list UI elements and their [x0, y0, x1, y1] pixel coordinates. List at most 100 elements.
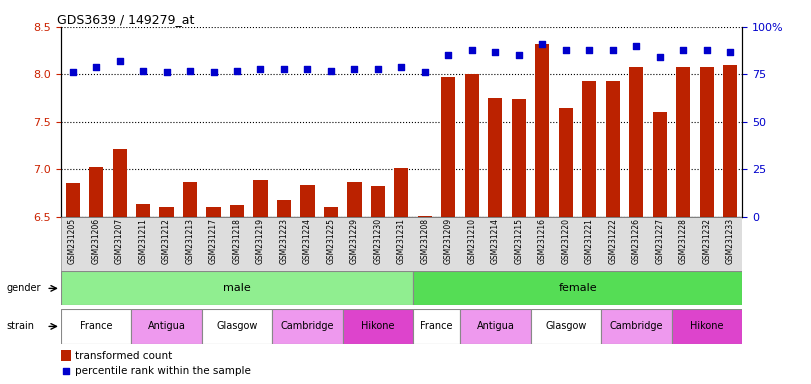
- Point: [348, 66, 361, 72]
- Point: [701, 46, 714, 53]
- Text: GSM231223: GSM231223: [280, 218, 289, 264]
- Point: [677, 46, 690, 53]
- Point: [536, 41, 549, 47]
- Point: [418, 70, 431, 76]
- Bar: [343, 309, 413, 344]
- Point: [254, 66, 267, 72]
- Bar: [61, 309, 131, 344]
- Text: Cambridge: Cambridge: [610, 321, 663, 331]
- Text: strain: strain: [6, 321, 35, 331]
- Text: GSM231215: GSM231215: [514, 218, 523, 264]
- Bar: [230, 205, 244, 217]
- Text: GSM231205: GSM231205: [68, 218, 77, 264]
- Text: female: female: [558, 283, 597, 293]
- Point: [207, 70, 220, 76]
- Bar: [66, 183, 79, 217]
- Text: GSM231233: GSM231233: [726, 218, 735, 264]
- Point: [113, 58, 126, 64]
- Bar: [89, 167, 103, 217]
- Text: Antigua: Antigua: [477, 321, 514, 331]
- Text: GSM231224: GSM231224: [303, 218, 312, 264]
- Text: Hikone: Hikone: [361, 321, 395, 331]
- Text: GSM231220: GSM231220: [561, 218, 570, 264]
- Text: GDS3639 / 149279_at: GDS3639 / 149279_at: [58, 13, 195, 26]
- Text: GSM231232: GSM231232: [702, 218, 711, 264]
- Bar: [413, 271, 742, 305]
- Bar: [559, 108, 573, 217]
- Text: Glasgow: Glasgow: [217, 321, 258, 331]
- Text: France: France: [420, 321, 453, 331]
- Text: GSM231221: GSM231221: [585, 218, 594, 264]
- Bar: [535, 44, 549, 217]
- Point: [513, 52, 526, 58]
- Text: GSM231217: GSM231217: [209, 218, 218, 264]
- Bar: [371, 185, 385, 217]
- Point: [607, 46, 620, 53]
- Bar: [629, 67, 643, 217]
- Bar: [672, 309, 742, 344]
- Point: [560, 46, 573, 53]
- Bar: [131, 309, 202, 344]
- Text: GSM231214: GSM231214: [491, 218, 500, 264]
- Text: GSM231230: GSM231230: [373, 218, 383, 264]
- Text: GSM231211: GSM231211: [139, 218, 148, 264]
- Point: [654, 54, 667, 60]
- Text: male: male: [223, 283, 251, 293]
- Bar: [394, 167, 409, 217]
- Point: [160, 70, 173, 76]
- Bar: [160, 207, 174, 217]
- Text: GSM231226: GSM231226: [632, 218, 641, 264]
- Point: [442, 52, 455, 58]
- Bar: [700, 67, 714, 217]
- Bar: [465, 74, 479, 217]
- Point: [89, 64, 102, 70]
- Bar: [512, 99, 526, 217]
- Point: [230, 68, 243, 74]
- Text: GSM231207: GSM231207: [115, 218, 124, 264]
- Bar: [324, 207, 338, 217]
- Bar: [61, 271, 413, 305]
- Point: [136, 68, 149, 74]
- Bar: [347, 182, 362, 217]
- Point: [395, 64, 408, 70]
- Text: Antigua: Antigua: [148, 321, 186, 331]
- Text: GSM231227: GSM231227: [655, 218, 664, 264]
- Point: [324, 68, 337, 74]
- Bar: [272, 309, 343, 344]
- Text: GSM231216: GSM231216: [538, 218, 547, 264]
- Text: GSM231206: GSM231206: [92, 218, 101, 264]
- Point: [489, 48, 502, 55]
- Point: [66, 70, 79, 76]
- Text: gender: gender: [6, 283, 41, 293]
- Text: transformed count: transformed count: [75, 351, 172, 361]
- Point: [466, 46, 478, 53]
- Bar: [61, 350, 71, 361]
- Bar: [441, 77, 456, 217]
- Bar: [183, 182, 197, 217]
- Point: [724, 48, 737, 55]
- Text: GSM231229: GSM231229: [350, 218, 359, 264]
- Text: Cambridge: Cambridge: [281, 321, 334, 331]
- Text: GSM231228: GSM231228: [679, 218, 688, 264]
- Text: Glasgow: Glasgow: [545, 321, 586, 331]
- Text: GSM231208: GSM231208: [420, 218, 430, 264]
- Point: [277, 66, 290, 72]
- Bar: [207, 207, 221, 217]
- Bar: [136, 204, 150, 217]
- Point: [583, 46, 596, 53]
- Text: Hikone: Hikone: [690, 321, 723, 331]
- Text: GSM231212: GSM231212: [162, 218, 171, 264]
- Bar: [460, 309, 530, 344]
- Point: [371, 66, 384, 72]
- Text: GSM231210: GSM231210: [467, 218, 476, 264]
- Bar: [300, 185, 315, 217]
- Text: GSM231213: GSM231213: [186, 218, 195, 264]
- Point: [630, 43, 643, 49]
- Point: [301, 66, 314, 72]
- Text: GSM231225: GSM231225: [327, 218, 336, 264]
- Text: GSM231209: GSM231209: [444, 218, 453, 264]
- Bar: [418, 216, 432, 217]
- Bar: [606, 81, 620, 217]
- Bar: [601, 309, 672, 344]
- Text: GSM231218: GSM231218: [233, 218, 242, 264]
